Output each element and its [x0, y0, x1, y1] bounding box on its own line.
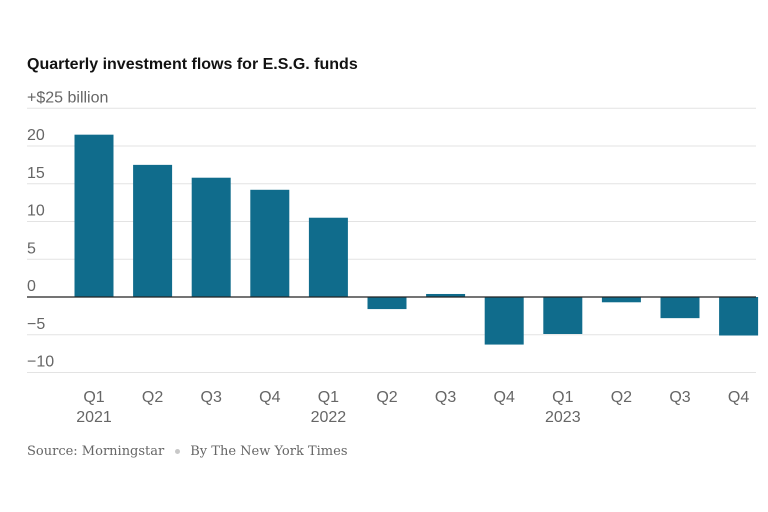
bar-q3-10	[660, 297, 700, 319]
x-tick-label: Q4	[494, 389, 515, 406]
y-tick-label: 15	[27, 165, 45, 182]
bar-q2-9	[601, 297, 641, 303]
x-tick-label: Q2	[376, 389, 397, 406]
x-tick-label: Q4	[259, 389, 280, 406]
bar-q3-2	[191, 177, 231, 297]
bar-q1-8	[543, 297, 583, 334]
x-year-label: 2021	[76, 409, 112, 426]
chart-footer: Source: Morningstar By The New York Time…	[27, 444, 348, 459]
bar-q1-0	[74, 134, 114, 297]
y-tick-label: 20	[27, 127, 45, 144]
y-tick-label: −10	[27, 354, 54, 371]
chart-title: Quarterly investment flows for E.S.G. fu…	[27, 56, 358, 73]
x-tick-label: Q1	[552, 389, 573, 406]
x-tick-label: Q2	[611, 389, 632, 406]
y-axis-labels: +$25 billion 20 15 10 5 0 −5 −10	[27, 89, 108, 370]
x-tick-label: Q1	[83, 389, 104, 406]
bar-q2-5	[367, 297, 407, 310]
x-tick-label: Q3	[201, 389, 222, 406]
bar-q1-4	[308, 217, 348, 297]
x-tick-label: Q1	[318, 389, 339, 406]
y-tick-label: −5	[27, 316, 45, 333]
x-axis-labels: Q1 2021 Q2 Q3 Q4 Q1 2022 Q2 Q3 Q4 Q1 2023 Q2 Q3 Q4	[76, 389, 749, 426]
x-tick-label: Q4	[728, 389, 749, 406]
bar-q4-11	[719, 297, 759, 336]
bar-q2-1	[133, 164, 173, 297]
bar-q3-6	[426, 293, 466, 297]
y-tick-label: 0	[27, 278, 36, 295]
x-year-label: 2023	[545, 409, 581, 426]
x-year-label: 2022	[311, 409, 347, 426]
x-tick-label: Q3	[669, 389, 690, 406]
byline: By The New York Times	[190, 444, 348, 459]
gridlines	[27, 107, 756, 373]
y-axis-top-label: +$25 billion	[27, 89, 108, 106]
source-credit: Source: Morningstar	[27, 444, 165, 459]
x-tick-label: Q3	[435, 389, 456, 406]
y-tick-label: 10	[27, 203, 45, 220]
bars	[74, 134, 759, 345]
bar-q4-3	[250, 189, 290, 297]
separator-dot-icon	[175, 449, 181, 454]
y-tick-label: 5	[27, 240, 36, 257]
bar-q4-7	[484, 297, 524, 345]
x-tick-label: Q2	[142, 389, 163, 406]
